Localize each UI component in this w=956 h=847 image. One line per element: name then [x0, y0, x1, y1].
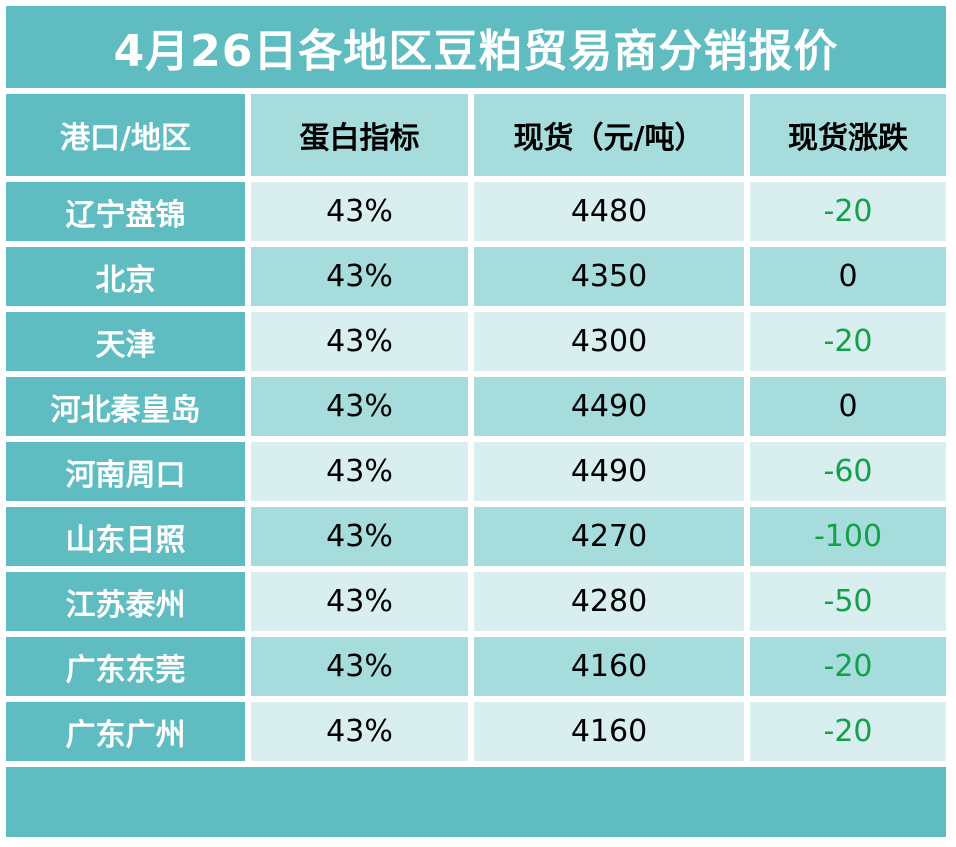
- cell-price: 4160: [474, 637, 744, 696]
- price-table: 港口/地区 蛋白指标 现货（元/吨） 现货涨跌 辽宁盘锦 43% 4480 -20 北京…: [6, 94, 946, 767]
- cell-protein: 43%: [251, 572, 468, 631]
- cell-change: 0: [750, 247, 946, 306]
- header-region: 港口/地区: [6, 94, 245, 176]
- cell-protein: 43%: [251, 702, 468, 761]
- cell-change: -20: [750, 702, 946, 761]
- cell-price: 4160: [474, 702, 744, 761]
- cell-price: 4480: [474, 182, 744, 241]
- cell-protein: 43%: [251, 312, 468, 371]
- cell-protein: 43%: [251, 637, 468, 696]
- cell-change: -60: [750, 442, 946, 501]
- cell-protein: 43%: [251, 247, 468, 306]
- cell-protein: 43%: [251, 182, 468, 241]
- cell-region: 辽宁盘锦: [6, 182, 245, 241]
- cell-price: 4350: [474, 247, 744, 306]
- cell-price: 4490: [474, 442, 744, 501]
- table-title: 4月26日各地区豆粕贸易商分销报价: [6, 6, 946, 88]
- cell-price: 4270: [474, 507, 744, 566]
- cell-region: 天津: [6, 312, 245, 371]
- header-price: 现货（元/吨）: [474, 94, 744, 176]
- cell-protein: 43%: [251, 377, 468, 436]
- cell-region: 江苏泰州: [6, 572, 245, 631]
- cell-price: 4280: [474, 572, 744, 631]
- price-table-container: 4月26日各地区豆粕贸易商分销报价 港口/地区 蛋白指标 现货（元/吨） 现货涨…: [6, 6, 946, 837]
- table-footer-bar: [6, 767, 946, 837]
- cell-change: -20: [750, 637, 946, 696]
- header-protein: 蛋白指标: [251, 94, 468, 176]
- cell-price: 4490: [474, 377, 744, 436]
- cell-region: 广东东莞: [6, 637, 245, 696]
- cell-region: 河北秦皇岛: [6, 377, 245, 436]
- cell-change: -100: [750, 507, 946, 566]
- header-change: 现货涨跌: [750, 94, 946, 176]
- cell-protein: 43%: [251, 442, 468, 501]
- cell-region: 河南周口: [6, 442, 245, 501]
- cell-change: -20: [750, 312, 946, 371]
- cell-region: 北京: [6, 247, 245, 306]
- cell-region: 广东广州: [6, 702, 245, 761]
- cell-price: 4300: [474, 312, 744, 371]
- cell-region: 山东日照: [6, 507, 245, 566]
- cell-change: 0: [750, 377, 946, 436]
- cell-protein: 43%: [251, 507, 468, 566]
- cell-change: -50: [750, 572, 946, 631]
- cell-change: -20: [750, 182, 946, 241]
